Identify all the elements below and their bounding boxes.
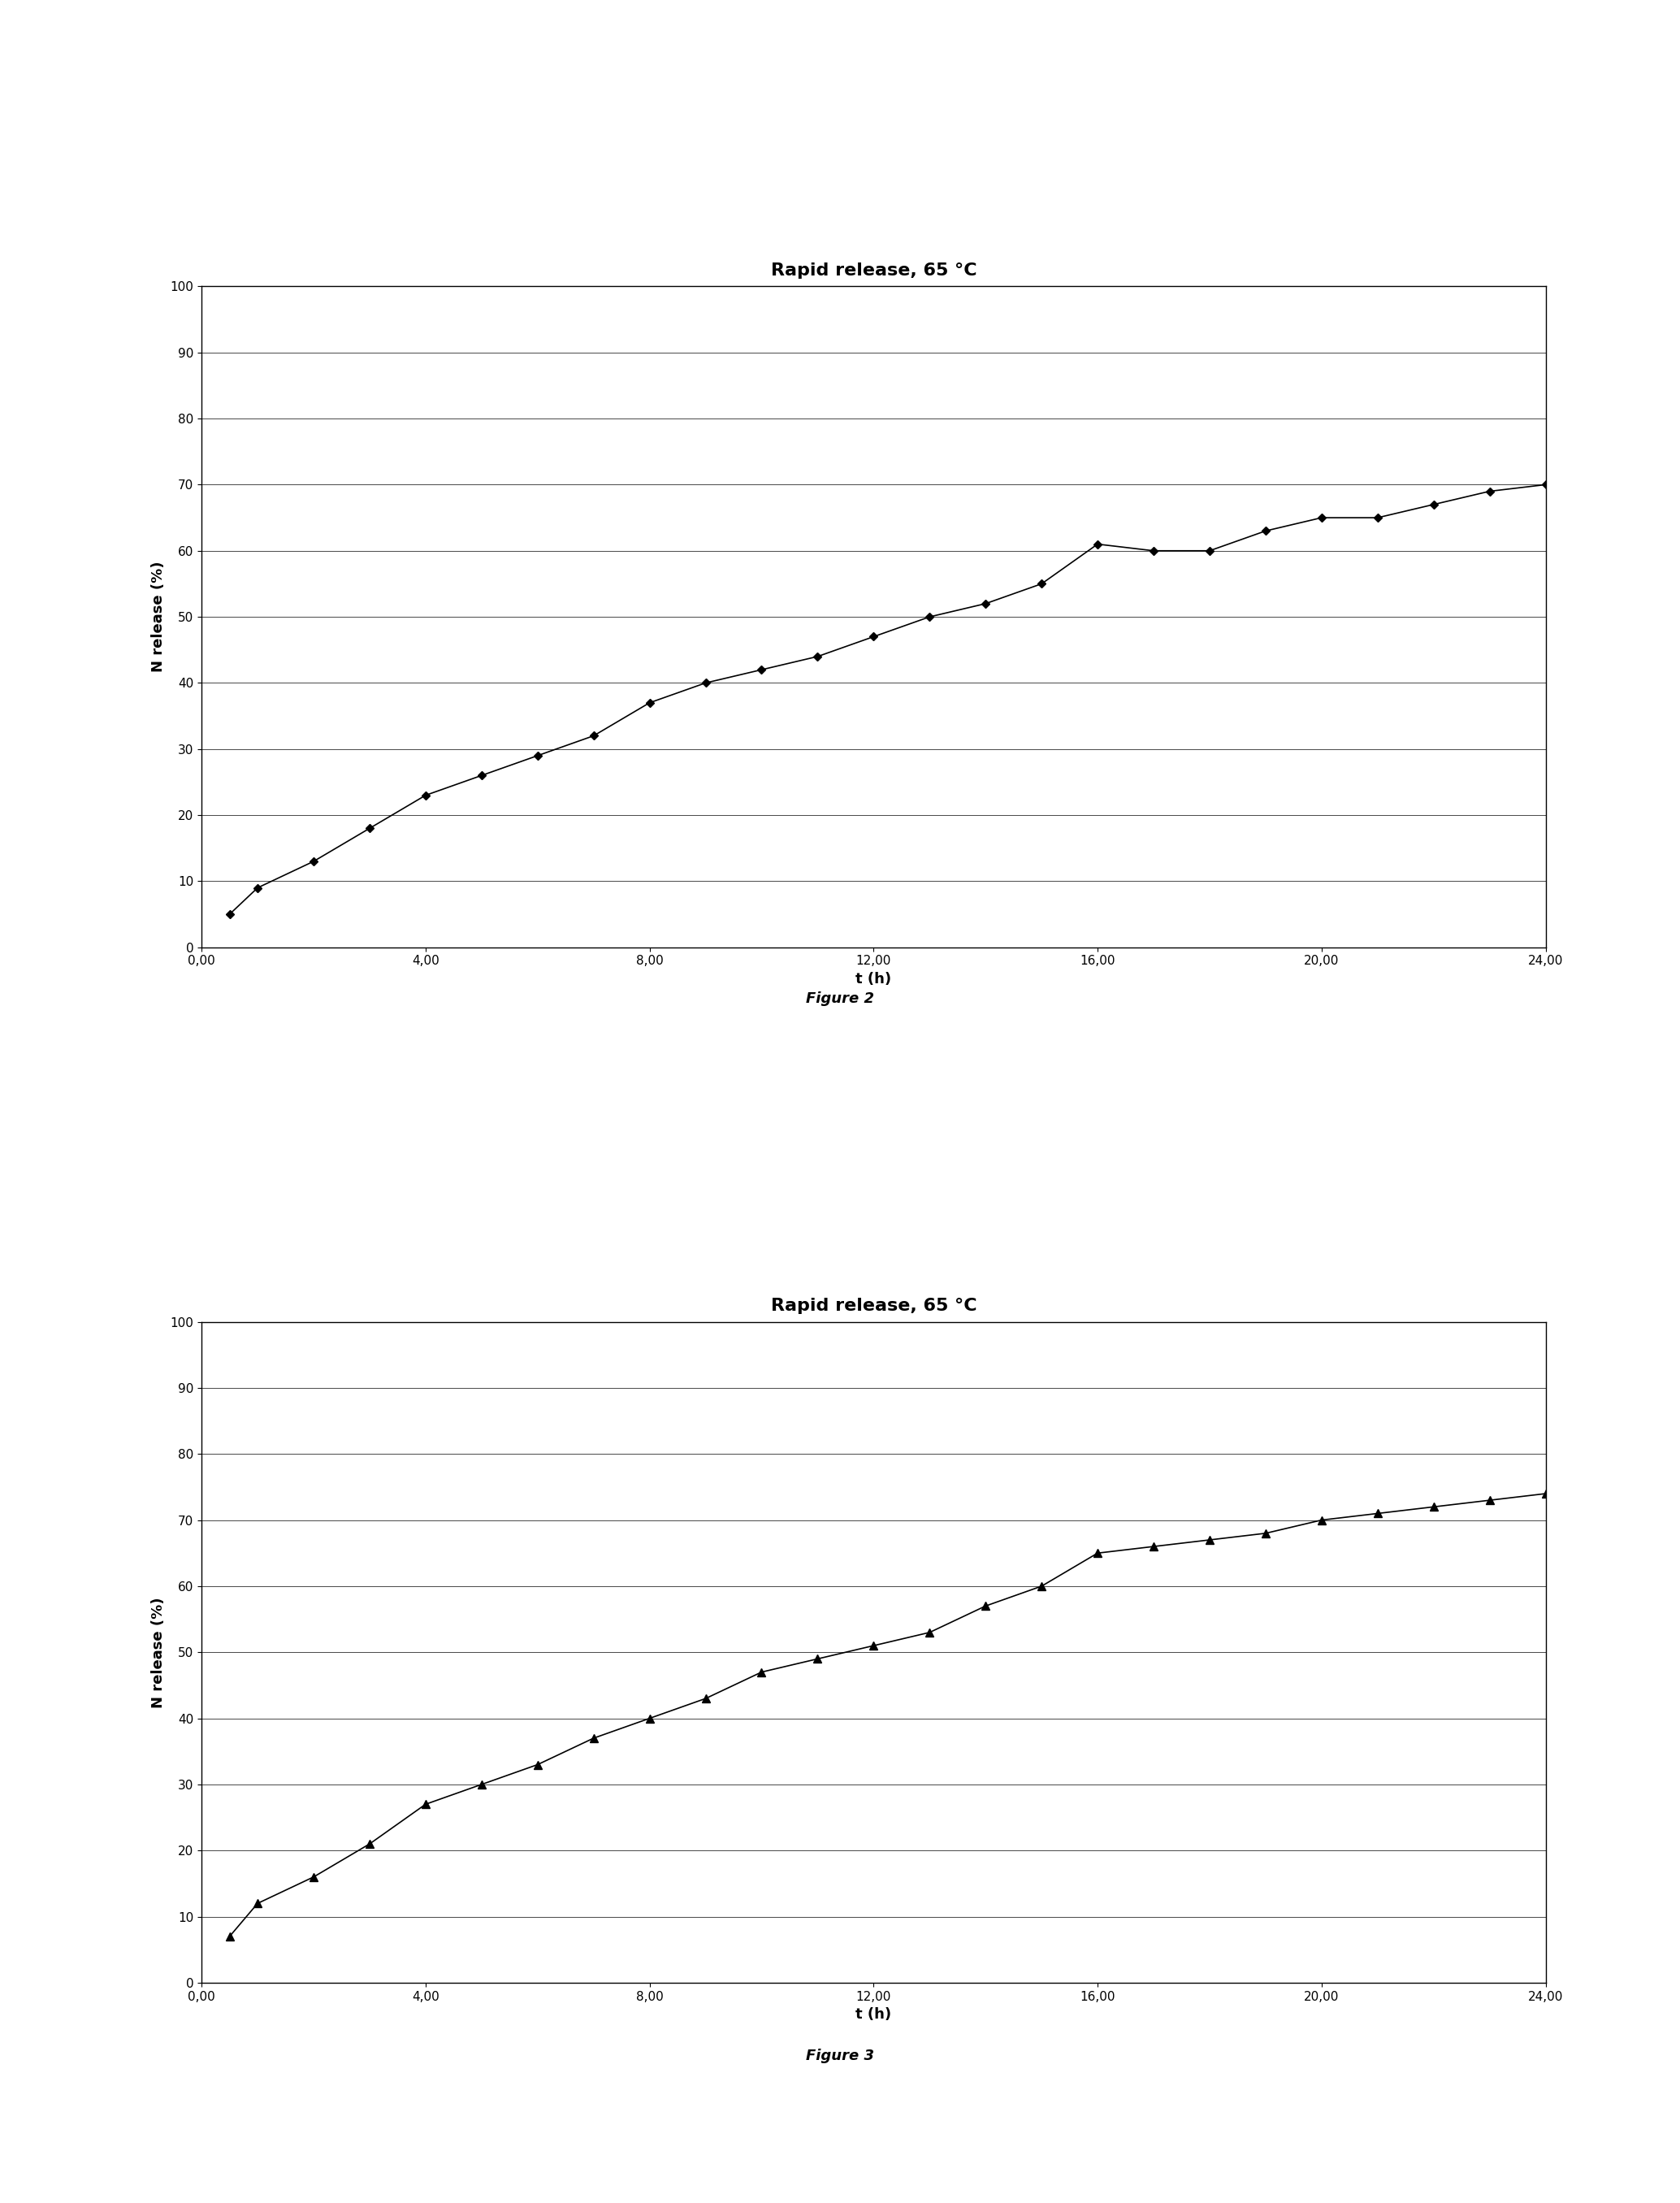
Y-axis label: N release (%): N release (%) xyxy=(151,1597,166,1707)
Y-axis label: N release (%): N release (%) xyxy=(151,562,166,672)
Title: Rapid release, 65 °C: Rapid release, 65 °C xyxy=(771,1298,976,1313)
Text: Figure 3: Figure 3 xyxy=(806,2049,874,2062)
Text: Figure 2: Figure 2 xyxy=(806,991,874,1005)
X-axis label: t (h): t (h) xyxy=(855,972,892,987)
X-axis label: t (h): t (h) xyxy=(855,2007,892,2022)
Title: Rapid release, 65 °C: Rapid release, 65 °C xyxy=(771,262,976,278)
